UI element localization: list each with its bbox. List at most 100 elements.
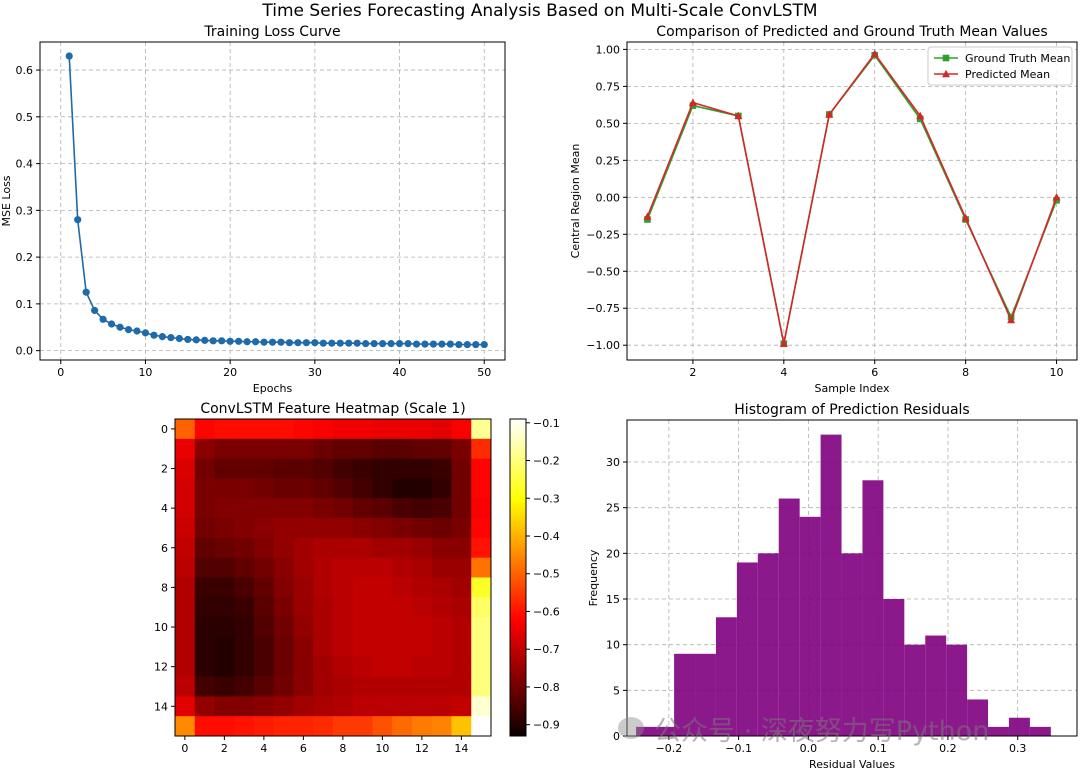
- heatmap-cell: [412, 518, 433, 539]
- heatmap-cell: [352, 438, 373, 460]
- heatmap-cell: [352, 498, 373, 519]
- heatmap-cell: [431, 537, 452, 559]
- legend-box: [927, 46, 1073, 86]
- heatmap-cell: [392, 498, 413, 519]
- heatmap-cell: [293, 716, 314, 737]
- heatmap-cell: [293, 636, 314, 658]
- y-tick-label: −1.00: [586, 339, 620, 352]
- histogram-bar: [841, 553, 863, 736]
- axes-frame: [626, 419, 1078, 737]
- heatmap-cell: [175, 617, 196, 638]
- heatmap-cell: [273, 478, 294, 499]
- heatmap-cell: [431, 696, 452, 717]
- heatmap-cell: [392, 478, 413, 499]
- colorbar-tick-label: −0.7: [533, 643, 560, 656]
- heatmap-cell: [412, 537, 433, 559]
- colorbar-tick-label: −0.4: [533, 530, 560, 543]
- colorbar-tick-label: −0.2: [533, 455, 560, 468]
- heatmap-cell: [293, 537, 314, 559]
- histogram-bar: [988, 726, 1009, 736]
- colorbar-tick-label: −0.9: [533, 719, 560, 732]
- loss-point: [150, 331, 158, 339]
- heatmap-cell: [451, 419, 472, 440]
- heatmap-cell: [372, 478, 393, 499]
- histogram-bar: [1008, 717, 1030, 736]
- heatmap-cell: [313, 597, 334, 618]
- heatmap-cell: [254, 438, 275, 460]
- loss-point: [74, 216, 82, 224]
- heatmap-cell: [234, 597, 255, 618]
- heatmap-cell: [451, 716, 472, 737]
- heatmap-cell: [194, 617, 215, 638]
- heatmap-cell: [194, 458, 215, 479]
- y-tick-label: 0.5: [16, 111, 34, 124]
- y-tick-label: 12: [154, 661, 168, 674]
- heatmap-cell: [372, 696, 393, 717]
- heatmap-cell: [352, 696, 373, 717]
- x-tick-label: 0: [57, 366, 64, 379]
- loss-point: [133, 327, 141, 335]
- heatmap-cell: [333, 676, 354, 697]
- colorbar: [509, 418, 527, 737]
- loss-line: [68, 55, 485, 346]
- chart-title: Comparison of Predicted and Ground Truth…: [656, 24, 1047, 40]
- heatmap-cell: [333, 478, 354, 499]
- heatmap-cell: [175, 696, 196, 717]
- heatmap-cell: [273, 537, 294, 559]
- loss-point: [175, 334, 183, 343]
- heatmap-cell: [431, 498, 452, 519]
- heatmap-cell: [451, 478, 472, 499]
- loss-point: [209, 337, 217, 345]
- heatmap-cell: [392, 557, 413, 578]
- series-point-triangle: [643, 212, 652, 220]
- heatmap-cell: [254, 676, 275, 697]
- heatmap-cell: [273, 597, 294, 618]
- x-tick-label: 0.2: [939, 742, 957, 755]
- heatmap-cell: [372, 617, 393, 638]
- heatmap-cell: [471, 617, 492, 638]
- heatmap-cell: [392, 458, 413, 479]
- heatmap-cell: [214, 597, 235, 618]
- loss-point: [370, 340, 378, 348]
- heatmap-cell: [392, 716, 413, 737]
- heatmap-cell: [471, 676, 492, 697]
- loss-point: [455, 340, 463, 349]
- heatmap-cell: [234, 419, 255, 440]
- x-tick-label: 30: [308, 366, 322, 379]
- heatmap-cell: [254, 577, 275, 598]
- heatmap-cell: [471, 696, 492, 717]
- heatmap-cell: [372, 419, 393, 440]
- x-tick-label: 10: [375, 742, 389, 755]
- legend-marker-square: [942, 54, 950, 62]
- heatmap-cell: [313, 438, 334, 460]
- heatmap-cell: [175, 656, 196, 677]
- heatmap-cell: [372, 656, 393, 677]
- x-tick-label: −0.1: [725, 742, 752, 755]
- heatmap-cell: [392, 676, 413, 697]
- heatmap-cell: [471, 656, 492, 677]
- x-tick-label: 0.3: [1009, 742, 1027, 755]
- loss-point: [260, 338, 268, 346]
- heatmap-cell: [392, 518, 413, 539]
- heatmap-cell: [313, 617, 334, 638]
- loss-point: [472, 340, 480, 349]
- heatmap-cell: [431, 597, 452, 618]
- heatmap-cell: [451, 438, 472, 460]
- y-tick-label: 0: [613, 730, 620, 743]
- y-tick-label: −0.75: [586, 302, 620, 315]
- x-tick-label: 40: [393, 366, 407, 379]
- heatmap-cell: [214, 716, 235, 737]
- heatmap-cell: [234, 577, 255, 598]
- legend-label: Predicted Mean: [965, 68, 1050, 81]
- loss-point: [167, 333, 175, 342]
- loss-point: [99, 315, 107, 323]
- y-tick-label: 0.3: [16, 204, 34, 217]
- histogram-bar: [757, 553, 779, 736]
- y-axis-label: Central Region Mean: [569, 144, 582, 259]
- x-tick-label: 4: [780, 366, 787, 379]
- heatmap-cell: [313, 458, 334, 479]
- chart-title: Histogram of Prediction Residuals: [734, 402, 969, 418]
- heatmap-cell: [313, 696, 334, 717]
- heatmap-cell: [234, 557, 255, 578]
